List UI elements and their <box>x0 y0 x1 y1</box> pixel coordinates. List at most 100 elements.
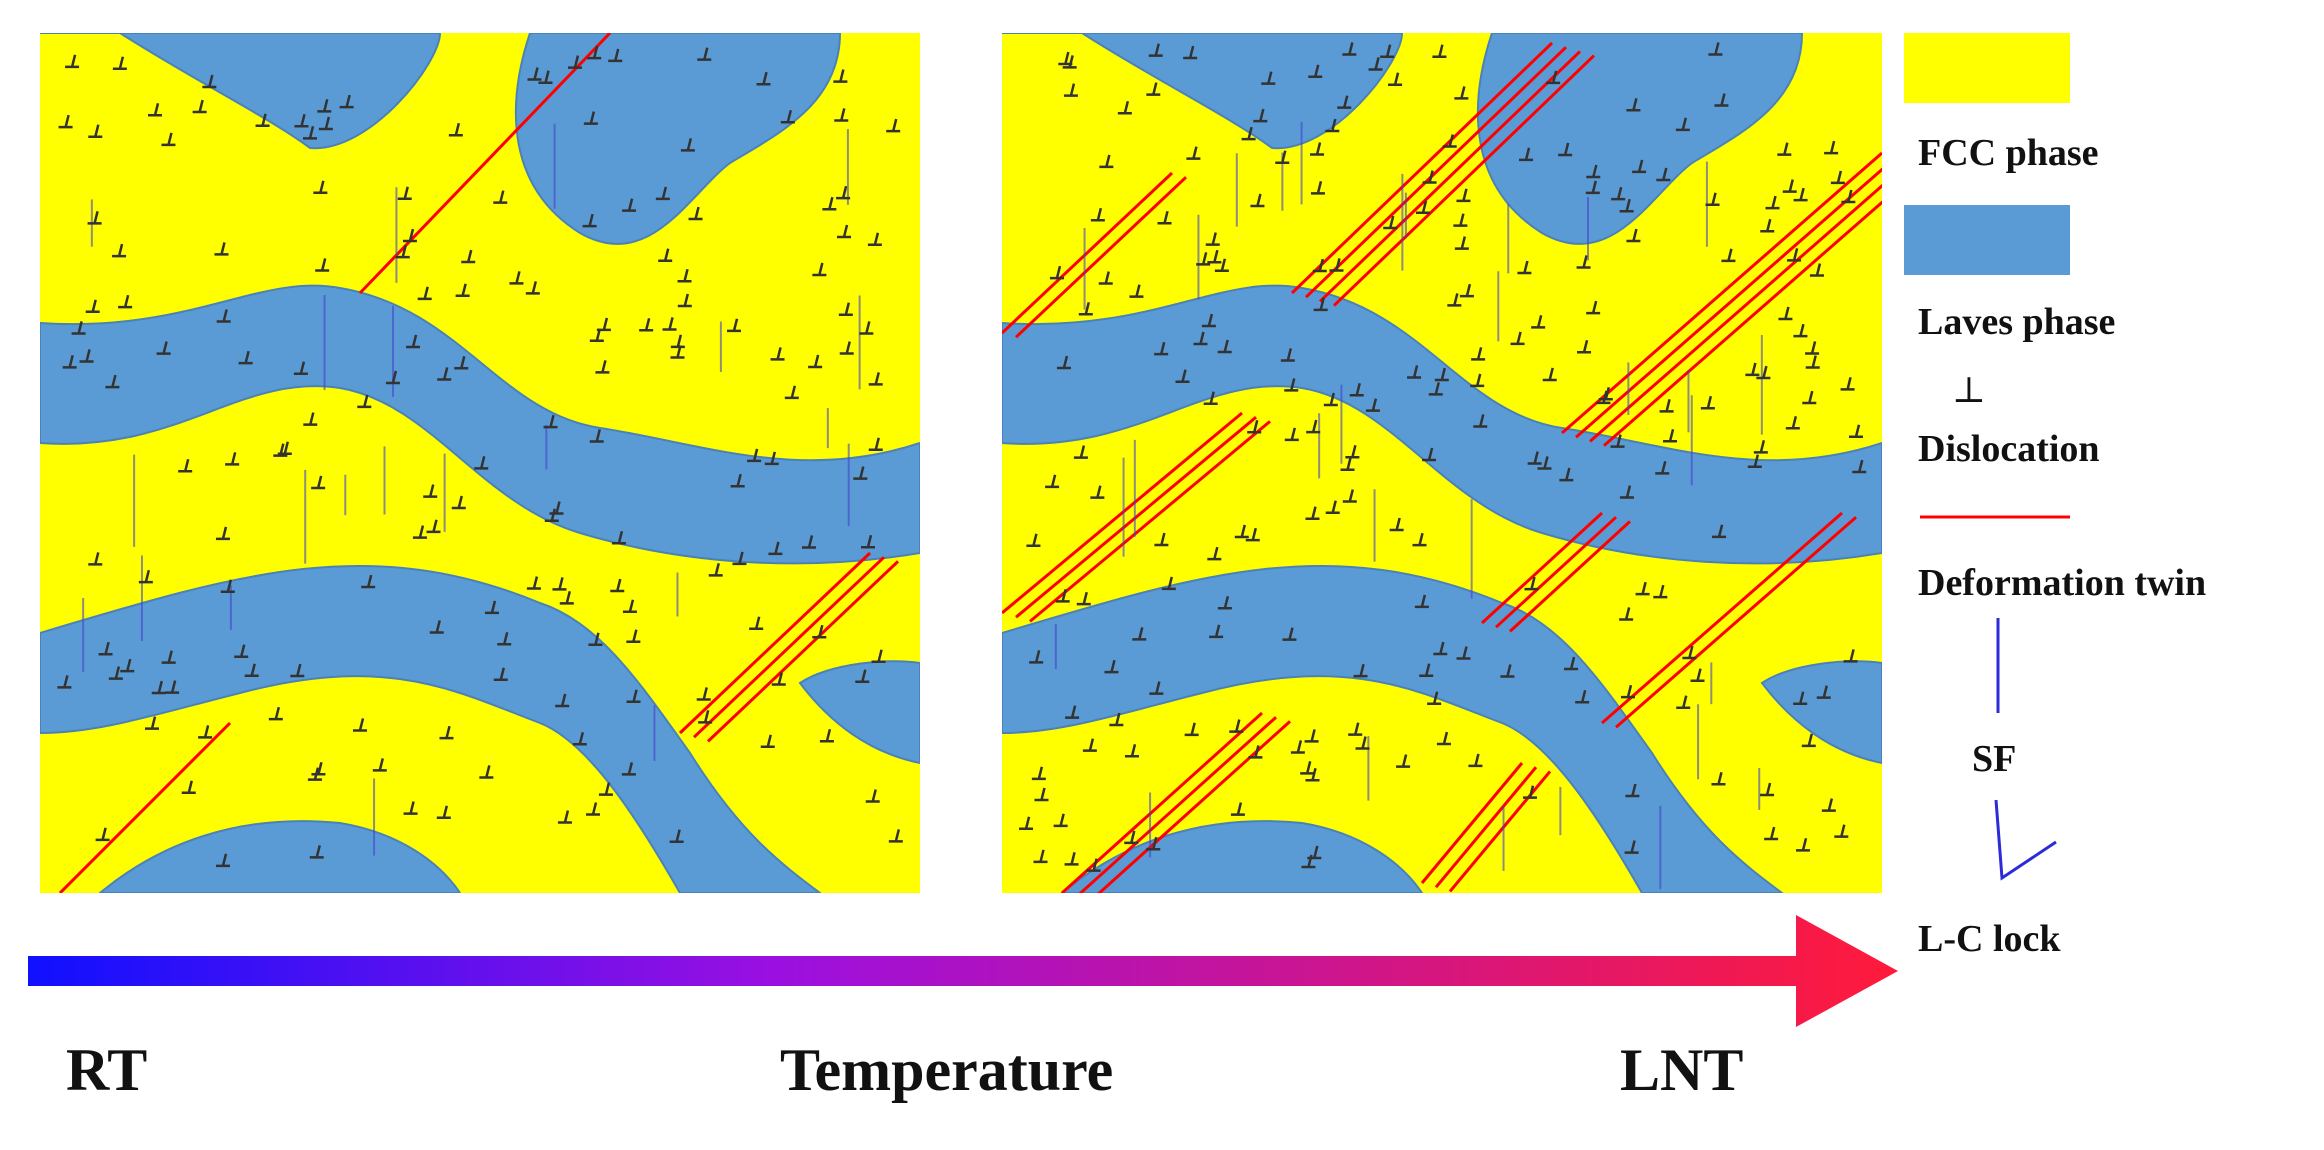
dislocation-symbol-mark <box>234 644 249 658</box>
dislocation-symbol-mark <box>527 67 542 81</box>
deformation-twin-line <box>358 33 612 295</box>
dislocation-symbol-mark <box>1282 627 1297 641</box>
dislocation-symbol-mark <box>1203 391 1218 405</box>
dislocation-symbol-mark <box>808 354 823 369</box>
dislocation-symbol-mark <box>1764 826 1779 841</box>
dislocation-symbol-mark <box>1280 348 1295 362</box>
deformation-twin-line <box>1448 770 1552 893</box>
dislocation-symbol-mark <box>302 126 317 140</box>
dislocation-symbol-mark <box>1073 445 1088 459</box>
dislocation-symbol-mark <box>497 632 512 646</box>
dislocation-symbol-mark <box>1422 170 1437 184</box>
dislocation-symbol-mark <box>1611 186 1626 201</box>
dislocation-symbol-mark <box>1414 594 1429 609</box>
dislocation-symbol-mark <box>868 437 883 452</box>
dislocation-symbol-mark <box>273 443 288 457</box>
dislocation-symbol-mark <box>1305 506 1320 520</box>
dislocation-symbol-mark <box>216 309 231 323</box>
dislocation-symbol-mark <box>1524 576 1539 591</box>
dislocation-symbol-mark <box>361 574 376 589</box>
dislocation-symbol-mark <box>1312 258 1327 273</box>
dislocation-symbol-mark <box>1146 836 1161 851</box>
dislocation-symbol-mark <box>1132 627 1147 641</box>
dislocation-symbol-mark <box>313 180 328 195</box>
dislocation-symbol-mark <box>108 666 123 680</box>
laves-phase-label: Laves phase <box>1918 301 2116 343</box>
lc-lock-label: L-C lock <box>1918 918 2061 960</box>
dislocation-symbol-mark <box>1785 416 1800 430</box>
dislocation-symbol-mark <box>567 55 582 69</box>
dislocation-symbol-mark <box>622 198 637 212</box>
dislocation-symbol-mark <box>1056 355 1071 370</box>
dislocation-symbol-mark <box>1248 745 1263 759</box>
dislocation-symbol-mark <box>426 519 441 534</box>
stacking-faults <box>1054 121 1763 890</box>
dislocation-symbol-mark <box>309 845 324 859</box>
dislocation-symbol-mark <box>559 591 574 605</box>
dislocation-symbol-mark <box>1510 331 1525 346</box>
dislocation-symbol-mark <box>1778 306 1793 321</box>
dislocation-symbol-mark <box>1323 392 1338 407</box>
dislocation-symbol-mark <box>1840 377 1855 391</box>
dislocation-symbol-mark <box>1619 198 1634 213</box>
stacking-fault-label: SF <box>1972 738 2017 780</box>
dislocation-symbol-mark <box>455 283 470 298</box>
dislocation-symbol-mark <box>303 412 318 426</box>
dislocation-symbol-mark <box>1306 419 1321 434</box>
dislocation-symbol-mark <box>1527 451 1542 465</box>
dislocation-symbol-mark <box>1389 517 1404 532</box>
deformation-twin-line <box>706 560 900 743</box>
dislocation-symbol-mark <box>1029 650 1044 664</box>
dislocation-symbol-mark <box>112 56 127 71</box>
dislocation-symbol-mark <box>1619 485 1634 499</box>
dislocation-symbol-mark <box>293 361 308 375</box>
dislocation-symbol-mark <box>1148 43 1163 57</box>
dislocation-symbol-mark <box>439 725 454 740</box>
dislocation-symbol-mark <box>1782 179 1797 193</box>
dislocation-symbol-mark <box>1415 200 1430 215</box>
dislocation-symbol-mark <box>429 620 444 634</box>
dislocation-symbol-mark <box>1824 140 1839 155</box>
dislocation-symbol-mark <box>669 829 684 843</box>
dislocation-symbol-mark <box>1368 57 1383 71</box>
dislocation-symbol-mark <box>549 501 564 515</box>
dislocation-symbol-mark <box>708 563 723 577</box>
dislocation-symbol-mark <box>865 789 880 803</box>
dislocation-symbol-mark <box>1517 260 1532 275</box>
dislocation-symbol-mark <box>71 321 86 335</box>
dislocation-symbol-mark <box>79 349 94 363</box>
lc-lock-glyph <box>1994 800 2057 881</box>
dislocation-symbol-mark <box>1830 170 1845 185</box>
dislocation-symbol-mark <box>1447 293 1462 307</box>
laves-region <box>1002 33 1404 150</box>
axis-end-label: LNT <box>1620 1037 1744 1103</box>
dislocation-symbol-mark <box>112 243 127 258</box>
dislocation-symbol-mark <box>670 334 685 349</box>
dislocation-symbol-mark <box>1459 283 1474 298</box>
dislocation-symbol-mark <box>1207 546 1222 561</box>
dislocation-symbol-mark <box>598 782 613 796</box>
dislocation-symbol-mark <box>1809 263 1824 277</box>
dislocation-symbol-mark <box>784 385 799 400</box>
dislocation-symbol-mark <box>780 109 795 124</box>
dislocation-symbol-mark <box>105 374 120 389</box>
dislocation-symbol-mark <box>1456 188 1471 203</box>
dislocation-symbol-mark <box>1676 695 1691 709</box>
deformation-twin-line <box>1601 511 1843 725</box>
laves-region <box>1002 284 1882 565</box>
dislocation-symbol-mark <box>1090 485 1105 499</box>
dislocation-symbol-mark <box>1745 362 1760 377</box>
dislocation-symbol-mark <box>1620 684 1635 699</box>
dislocation-symbol-mark <box>589 429 604 443</box>
dislocation-symbol-mark <box>220 579 235 594</box>
dislocation-symbol-mark <box>819 728 834 743</box>
dislocation-symbol-mark <box>853 466 868 480</box>
laves-region <box>40 33 442 150</box>
dislocation-symbol-mark <box>474 456 489 470</box>
dislocation-symbol-mark <box>834 108 849 122</box>
dislocation-symbol-mark <box>1090 207 1105 222</box>
dislocation-symbol-mark <box>87 211 102 225</box>
deformation-twin-line <box>58 721 232 893</box>
dislocation-symbol-mark <box>1099 154 1114 169</box>
dislocation-symbol-mark <box>88 124 103 138</box>
